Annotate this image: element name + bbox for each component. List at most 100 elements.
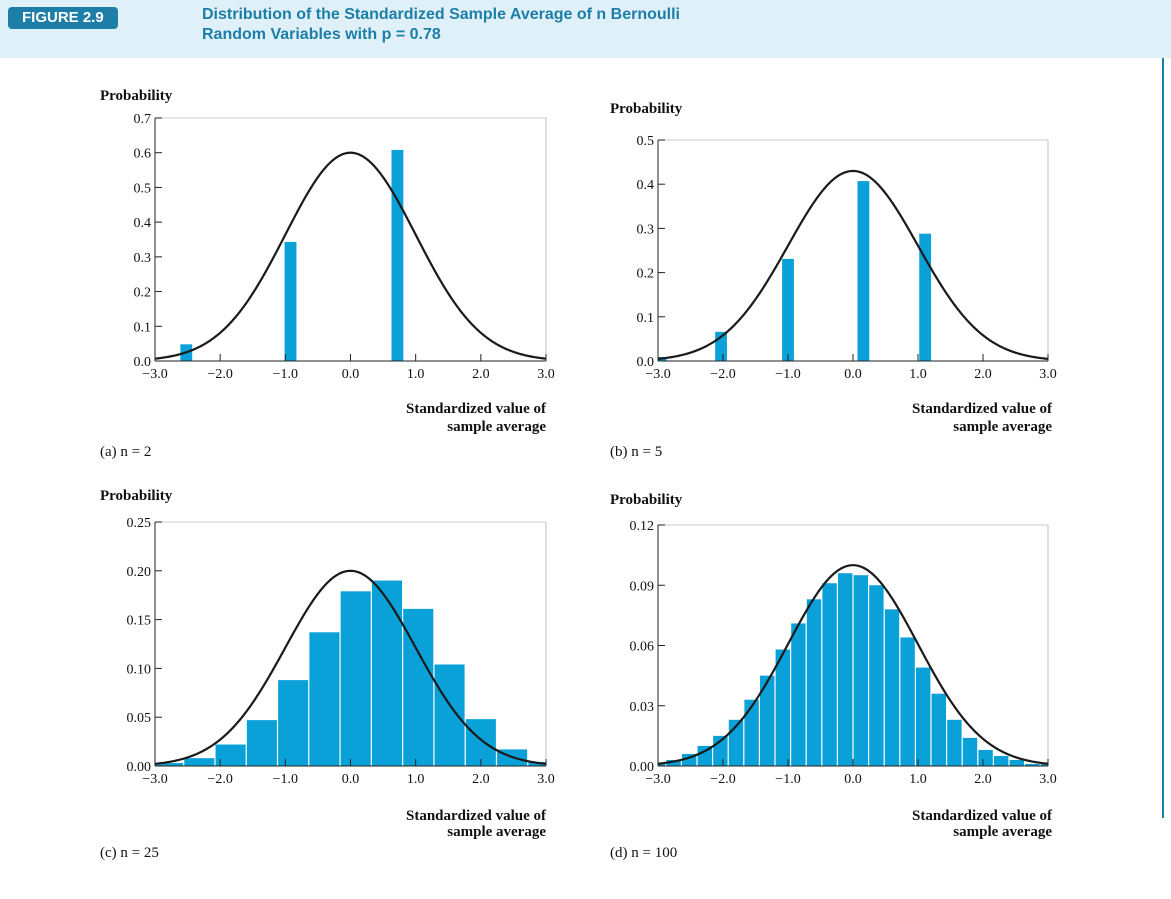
histogram-bar (869, 585, 884, 766)
x-tick-label: −2.0 (710, 367, 735, 382)
y-axis-title: Probability (100, 488, 173, 504)
y-axis-title: Probability (610, 492, 683, 508)
y-tick-label: 0.12 (630, 519, 655, 534)
x-tick-label: 0.0 (844, 772, 862, 787)
histogram-bar (528, 762, 546, 766)
histogram-bar (838, 573, 853, 766)
x-tick-label: 3.0 (1039, 772, 1057, 787)
x-axis-title-line1: Standardized value of (912, 808, 1053, 824)
panel-label: (a) n = 2 (100, 444, 151, 460)
y-tick-label: 0.1 (637, 311, 655, 326)
y-tick-label: 0.20 (127, 565, 152, 580)
x-tick-label: −2.0 (207, 367, 232, 382)
histogram-bar (782, 258, 794, 361)
y-tick-label: 0.3 (637, 222, 655, 237)
histogram-bar (284, 241, 297, 361)
x-tick-label: −3.0 (142, 367, 167, 382)
histogram-bar (715, 331, 727, 361)
histogram-bar (658, 763, 666, 766)
histogram-bar (978, 749, 993, 766)
histogram-bar (916, 667, 931, 766)
figure-title-line1: Distribution of the Standardized Sample … (202, 6, 680, 23)
y-tick-label: 0.00 (127, 760, 152, 775)
x-tick-label: −3.0 (645, 772, 670, 787)
y-tick-label: 0.3 (134, 251, 152, 266)
x-tick-label: 2.0 (472, 367, 490, 382)
histogram-bar (994, 755, 1009, 766)
histogram-bar (931, 693, 946, 766)
panel-label: (d) n = 100 (610, 845, 677, 861)
y-tick-label: 0.7 (134, 112, 152, 127)
histogram-bar (900, 637, 915, 766)
x-axis-title-line1: Standardized value of (406, 401, 547, 417)
y-tick-label: 0.15 (127, 614, 152, 629)
y-tick-label: 0.09 (630, 579, 655, 594)
y-tick-label: 0.4 (637, 178, 655, 193)
histogram-bar (947, 719, 962, 766)
x-axis-title-line2: sample average (953, 824, 1052, 840)
histogram-bar (1009, 759, 1024, 766)
x-tick-label: −3.0 (142, 772, 167, 787)
histogram-bar (246, 720, 277, 766)
x-tick-label: 2.0 (974, 367, 992, 382)
x-axis-title-line2: sample average (447, 824, 546, 840)
histogram-bar (697, 745, 712, 766)
x-axis-title-line2: sample average (447, 419, 546, 435)
y-tick-label: 0.5 (134, 181, 152, 196)
figure-header: FIGURE 2.9 Distribution of the Standardi… (0, 0, 1171, 58)
x-tick-label: −1.0 (273, 772, 298, 787)
figure-title-line2: Random Variables with p = 0.78 (202, 26, 441, 43)
histogram-bar (1025, 763, 1040, 766)
x-tick-label: 1.0 (909, 367, 927, 382)
x-axis-title-line1: Standardized value of (406, 808, 547, 824)
normal-density-curve (154, 569, 547, 765)
histogram-bar (806, 599, 822, 766)
x-tick-label: −3.0 (645, 367, 670, 382)
y-tick-label: 0.10 (127, 662, 152, 677)
y-tick-label: 0.05 (127, 711, 152, 726)
x-tick-label: 0.0 (844, 367, 862, 382)
y-tick-label: 0.0 (134, 355, 152, 370)
x-tick-label: −1.0 (273, 367, 298, 382)
normal-density-curve (657, 564, 1049, 765)
x-tick-label: 3.0 (1039, 367, 1057, 382)
y-tick-label: 0.06 (630, 640, 655, 655)
histogram-bar (744, 699, 759, 766)
histogram-bar (857, 181, 870, 361)
x-tick-label: −1.0 (775, 772, 800, 787)
histogram-bar (371, 580, 403, 766)
y-tick-label: 0.4 (134, 216, 152, 231)
histogram-bar (822, 583, 837, 766)
x-tick-label: 1.0 (407, 367, 425, 382)
histogram-bar (791, 623, 806, 766)
y-tick-label: 0.03 (630, 700, 655, 715)
histogram-bar (666, 759, 681, 766)
x-tick-label: −1.0 (775, 367, 800, 382)
y-tick-label: 0.6 (134, 147, 152, 162)
x-axis-title-line1: Standardized value of (912, 401, 1053, 417)
histogram-bar (962, 737, 978, 766)
histogram-bar (465, 719, 496, 766)
y-tick-label: 0.1 (134, 320, 152, 335)
histogram-bar (775, 649, 790, 766)
y-tick-label: 0.00 (630, 760, 655, 775)
histogram-bar (278, 680, 309, 766)
y-tick-label: 0.2 (637, 267, 655, 282)
figure-title: Distribution of the Standardized Sample … (202, 5, 1102, 45)
histogram-bar (1040, 763, 1048, 766)
x-tick-label: 2.0 (974, 772, 992, 787)
x-tick-label: 1.0 (407, 772, 425, 787)
y-axis-title: Probability (100, 88, 173, 104)
x-tick-label: 3.0 (537, 772, 555, 787)
normal-density-curve (154, 151, 547, 360)
histogram-bar (391, 149, 404, 361)
x-tick-label: 3.0 (537, 367, 555, 382)
histogram-bar (155, 763, 184, 766)
x-tick-label: −2.0 (207, 772, 232, 787)
x-tick-label: 1.0 (909, 772, 927, 787)
histogram-bar (215, 744, 246, 766)
